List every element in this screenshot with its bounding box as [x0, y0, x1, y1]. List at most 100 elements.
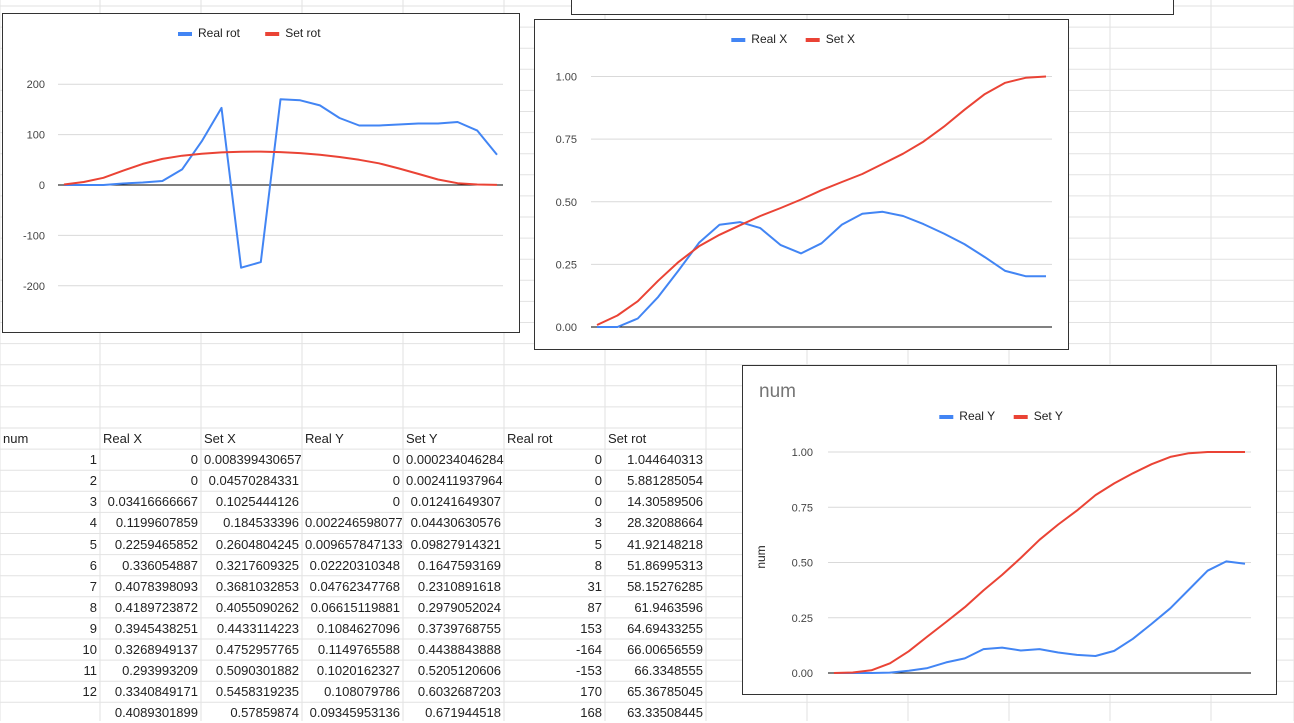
table-cell[interactable]: 0.1199607859: [115, 515, 198, 531]
table-cell[interactable]: 65.36785045: [627, 684, 703, 700]
table-cell[interactable]: 0.108079786: [324, 684, 400, 700]
table-cell[interactable]: 0: [392, 473, 400, 489]
table-cell[interactable]: 0: [594, 452, 602, 468]
table-cell[interactable]: 8: [594, 557, 602, 573]
table-cell[interactable]: 5: [89, 536, 97, 552]
table-cell[interactable]: 0.671944518: [425, 705, 501, 721]
table-cell[interactable]: 4: [89, 515, 97, 531]
set-series-line[interactable]: [63, 150, 498, 186]
table-cell[interactable]: -164: [575, 642, 602, 657]
table-cell[interactable]: 61.9463596: [634, 599, 703, 615]
table-cell[interactable]: 0.1025444126: [215, 494, 299, 510]
column-header[interactable]: Set rot: [608, 431, 647, 446]
column-header[interactable]: Real rot: [507, 431, 553, 446]
table-cell[interactable]: 12: [82, 684, 97, 700]
table-cell[interactable]: 168: [580, 705, 602, 721]
table-cell[interactable]: 0.1149765588: [317, 642, 400, 657]
table-cell[interactable]: 87: [587, 599, 602, 615]
table-cell[interactable]: 0.293993209: [122, 663, 198, 679]
table-cell[interactable]: 0.4089301899: [114, 705, 198, 721]
table-cell[interactable]: 170: [580, 684, 602, 700]
table-cell[interactable]: 0: [594, 494, 602, 510]
table-cell[interactable]: 0.01241649307: [410, 494, 501, 510]
real-series-line[interactable]: [597, 210, 1046, 328]
table-cell[interactable]: 41.92148218: [627, 536, 703, 552]
table-cell[interactable]: 64.69433255: [627, 620, 703, 636]
table-cell[interactable]: 8: [89, 599, 97, 615]
table-cell[interactable]: 0.1020162327: [316, 663, 400, 679]
table-cell[interactable]: 5.881285054: [627, 473, 703, 489]
table-cell[interactable]: 0.3681032853: [215, 578, 299, 594]
table-cell[interactable]: 0: [190, 452, 198, 468]
chart-rotation[interactable]: 200 100 0 -100 -200 Real rot Set rot: [2, 13, 520, 333]
table-cell[interactable]: 0.4055090262: [215, 599, 299, 615]
table-cell[interactable]: 31: [587, 578, 602, 594]
table-cell[interactable]: 0: [392, 494, 400, 510]
table-cell[interactable]: 0.6032687203: [417, 684, 501, 700]
column-header[interactable]: Real X: [103, 431, 143, 446]
table-cell[interactable]: 0.5205120606: [417, 663, 501, 679]
table-cell[interactable]: 1.044640313: [627, 452, 703, 468]
table-cell[interactable]: 51.86995313: [627, 557, 703, 573]
table-cell[interactable]: 0.4438843888: [417, 642, 501, 657]
set-series-line[interactable]: [833, 451, 1245, 674]
table-cell[interactable]: [0, 702, 100, 723]
table-cell[interactable]: 0.57859874: [230, 705, 299, 721]
table-cell[interactable]: 58.15276285: [627, 578, 703, 594]
table-cell[interactable]: 0.3739768755: [417, 620, 501, 636]
legend-label[interactable]: Set X: [826, 32, 855, 46]
table-cell[interactable]: 0.2310891618: [417, 578, 501, 594]
table-cell[interactable]: 0.008399430657: [204, 452, 302, 468]
table-cell[interactable]: 0.04570284331: [208, 473, 299, 489]
table-cell[interactable]: 0.3268949137: [114, 642, 198, 657]
table-cell[interactable]: 0.336054887: [122, 557, 198, 573]
table-cell[interactable]: 10: [82, 642, 97, 657]
table-cell[interactable]: 0.1084627096: [316, 620, 400, 636]
partial-chart-frame[interactable]: [571, 0, 1174, 15]
table-cell[interactable]: 0.09345953136: [309, 705, 400, 721]
table-cell[interactable]: 0.002411937964: [406, 473, 503, 489]
column-header[interactable]: Real Y: [305, 431, 344, 446]
table-cell[interactable]: 9: [89, 620, 97, 636]
legend-label[interactable]: Real Y: [959, 409, 995, 423]
set-series-line[interactable]: [596, 75, 1047, 326]
table-cell[interactable]: 0.02220310348: [309, 557, 400, 573]
table-cell[interactable]: 0.2259465852: [114, 536, 198, 552]
table-cell[interactable]: 0: [190, 473, 198, 489]
legend-label[interactable]: Set Y: [1034, 409, 1063, 423]
legend-label[interactable]: Set rot: [285, 26, 321, 40]
table-cell[interactable]: 66.3348555: [634, 663, 703, 679]
real-series-line[interactable]: [64, 98, 498, 269]
table-cell[interactable]: 0.5458319235: [215, 684, 299, 700]
table-cell[interactable]: 6: [89, 557, 97, 573]
table-cell[interactable]: 0.184533396: [223, 515, 299, 531]
legend-label[interactable]: Real rot: [198, 26, 241, 40]
table-cell[interactable]: 0.2979052024: [417, 599, 501, 615]
table-cell[interactable]: 28.32088664: [627, 515, 703, 531]
table-cell[interactable]: 0.0002340462841: [406, 452, 504, 468]
table-cell[interactable]: 1: [89, 452, 97, 468]
legend-label[interactable]: Real X: [751, 32, 787, 46]
table-cell[interactable]: 3: [594, 515, 602, 531]
table-cell[interactable]: 0.4752957765: [215, 642, 299, 657]
column-header[interactable]: Set X: [204, 431, 236, 446]
table-cell[interactable]: 0: [392, 452, 400, 468]
table-cell[interactable]: 5: [594, 536, 602, 552]
table-cell[interactable]: 0.3945438251: [114, 620, 198, 636]
chart-y[interactable]: num num 1.00 0.75 0.50 0.25 0.00 Real Y Set Y: [742, 365, 1277, 695]
table-cell[interactable]: 63.33508445: [627, 705, 703, 721]
table-cell[interactable]: 0.04430630576: [410, 515, 501, 531]
table-cell[interactable]: 0.2604804245: [215, 536, 299, 552]
table-cell[interactable]: 3: [89, 494, 97, 510]
table-cell[interactable]: 0.4078398093: [114, 578, 198, 594]
column-header[interactable]: num: [3, 431, 29, 446]
table-cell[interactable]: 0.002246598077: [305, 515, 403, 531]
table-cell[interactable]: -153: [575, 663, 602, 679]
table-cell[interactable]: 7: [89, 578, 97, 594]
table-cell[interactable]: 0.06615119881: [310, 599, 400, 615]
table-cell[interactable]: 0.03416666667: [107, 494, 198, 510]
table-cell[interactable]: 0.3340849171: [114, 684, 198, 700]
table-cell[interactable]: 66.00656559: [627, 642, 703, 657]
table-cell[interactable]: 0: [594, 473, 602, 489]
chart-x[interactable]: 1.00 0.75 0.50 0.25 0.00 Real X Set X: [534, 19, 1069, 350]
